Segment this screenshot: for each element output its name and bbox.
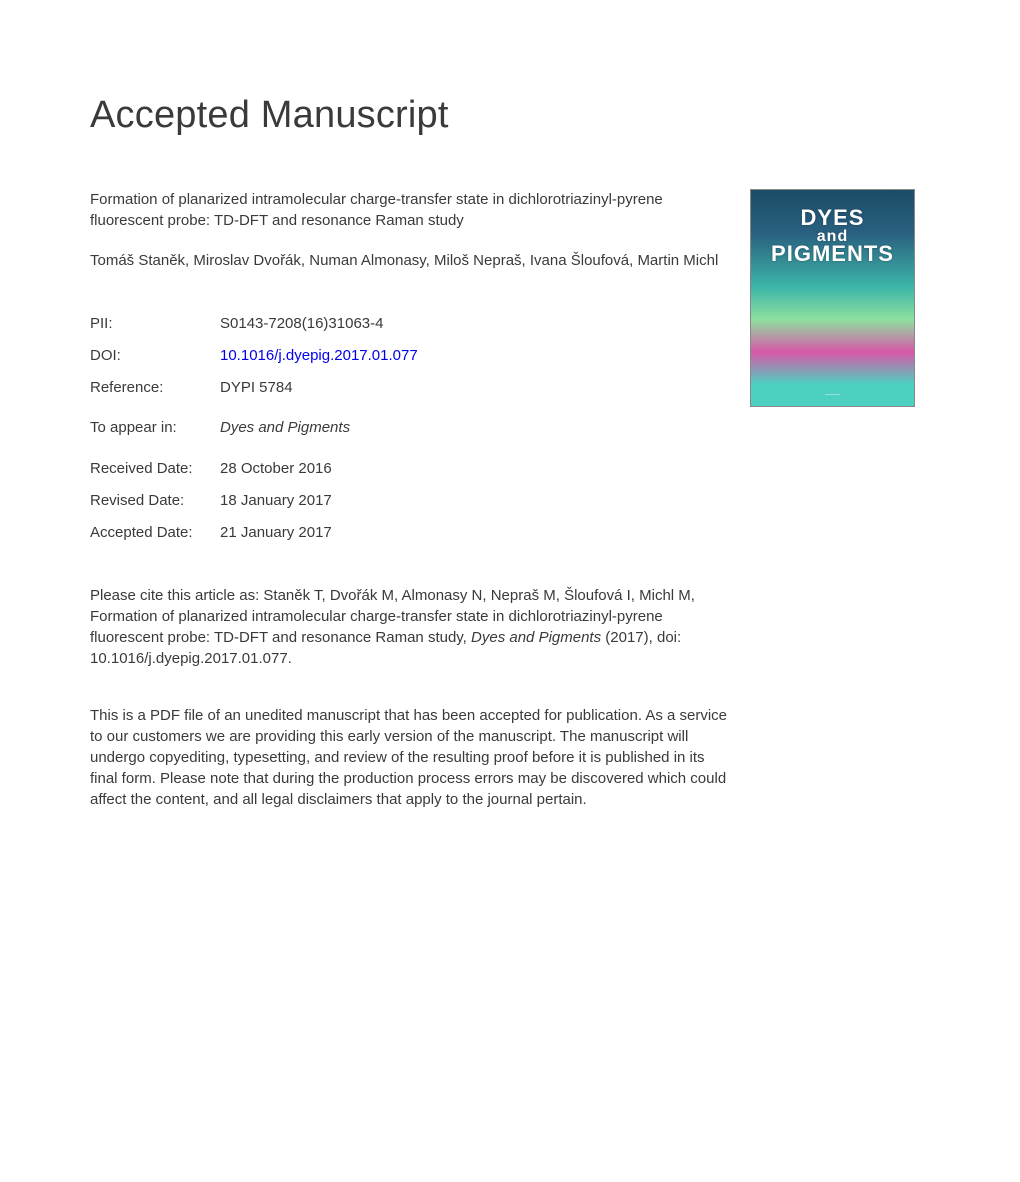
meta-label: Revised Date: xyxy=(90,485,220,517)
doi-link[interactable]: 10.1016/j.dyepig.2017.01.077 xyxy=(220,347,418,364)
meta-row-toappear: To appear in: Dyes and Pigments xyxy=(90,404,418,444)
journal-cover-thumbnail: DYES and PIGMENTS ——— xyxy=(750,189,915,407)
page-heading: Accepted Manuscript xyxy=(90,90,930,141)
meta-value: S0143-7208(16)31063-4 xyxy=(220,308,418,340)
meta-label: Accepted Date: xyxy=(90,517,220,549)
cover-footer: ——— xyxy=(751,392,914,399)
meta-label: Reference: xyxy=(90,372,220,404)
cover-title-line3: PIGMENTS xyxy=(771,244,894,265)
meta-value: 28 October 2016 xyxy=(220,445,418,485)
cover-title-line1: DYES xyxy=(771,208,894,229)
cover-title: DYES and PIGMENTS xyxy=(771,208,894,265)
left-column: Formation of planarized intramolecular c… xyxy=(90,189,730,810)
content-wrapper: Formation of planarized intramolecular c… xyxy=(90,189,930,810)
meta-value: DYPI 5784 xyxy=(220,372,418,404)
meta-row-received: Received Date: 28 October 2016 xyxy=(90,445,418,485)
meta-row-revised: Revised Date: 18 January 2017 xyxy=(90,485,418,517)
journal-name: Dyes and Pigments xyxy=(220,419,350,436)
meta-value: 21 January 2017 xyxy=(220,517,418,549)
disclaimer-text: This is a PDF file of an unedited manusc… xyxy=(90,705,730,810)
meta-row-pii: PII: S0143-7208(16)31063-4 xyxy=(90,308,418,340)
meta-value: 18 January 2017 xyxy=(220,485,418,517)
right-column: DYES and PIGMENTS ——— xyxy=(750,189,915,810)
meta-label: To appear in: xyxy=(90,404,220,444)
meta-row-accepted: Accepted Date: 21 January 2017 xyxy=(90,517,418,549)
meta-label: DOI: xyxy=(90,340,220,372)
meta-label: PII: xyxy=(90,308,220,340)
meta-label: Received Date: xyxy=(90,445,220,485)
meta-row-reference: Reference: DYPI 5784 xyxy=(90,372,418,404)
citation-journal: Dyes and Pigments xyxy=(471,629,601,646)
citation-text: Please cite this article as: Staněk T, D… xyxy=(90,585,730,669)
meta-row-doi: DOI: 10.1016/j.dyepig.2017.01.077 xyxy=(90,340,418,372)
article-title: Formation of planarized intramolecular c… xyxy=(90,189,730,231)
metadata-table: PII: S0143-7208(16)31063-4 DOI: 10.1016/… xyxy=(90,308,418,550)
authors-list: Tomáš Staněk, Miroslav Dvořák, Numan Alm… xyxy=(90,251,730,271)
